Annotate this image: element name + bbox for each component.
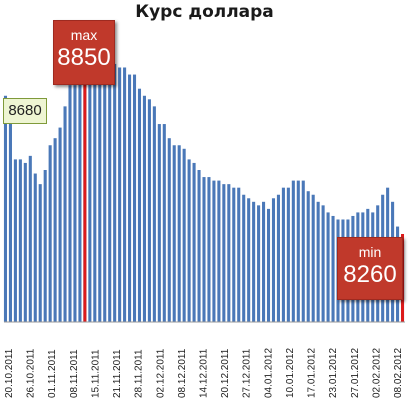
- bar: [207, 177, 211, 322]
- chart-title: Курс доллара: [135, 2, 274, 22]
- bar: [167, 138, 171, 322]
- bar: [93, 49, 97, 323]
- bar: [38, 184, 42, 322]
- bar: [53, 138, 57, 322]
- x-tick-label: 08.12.2011: [177, 348, 188, 398]
- bar: [271, 198, 276, 322]
- bar: [182, 148, 186, 322]
- x-tick-label: 26.10.2011: [26, 348, 37, 398]
- bar: [142, 95, 146, 323]
- x-tick-label: 01.11.2011: [47, 349, 58, 398]
- bar: [43, 170, 47, 322]
- x-tick-label: 10.01.2012: [285, 348, 296, 398]
- bar: [311, 194, 315, 322]
- bar: [68, 85, 72, 322]
- bar: [306, 191, 310, 322]
- bar: [132, 74, 137, 322]
- bar: [108, 56, 112, 322]
- bar: [262, 201, 266, 322]
- bar: [321, 205, 325, 322]
- bar: [222, 184, 226, 322]
- bar: [172, 145, 176, 322]
- bar: [242, 194, 246, 322]
- x-tick-label: 20.10.2011: [4, 348, 15, 398]
- x-tick-label: 20.12.2011: [220, 348, 231, 398]
- min-callout-value: 8260: [343, 261, 397, 288]
- x-tick-label: 27.01.2012: [350, 348, 361, 398]
- first-value-callout: 8680: [3, 98, 47, 124]
- bar: [291, 180, 295, 322]
- bar: [257, 205, 261, 322]
- bar: [18, 159, 22, 322]
- x-tick-labels: 20.10.2011 26.10.2011 01.11.2011 08.11.2011…: [4, 348, 404, 398]
- bar: [212, 180, 216, 322]
- bar: [286, 187, 290, 322]
- x-tick-label: 08.02.2012: [393, 348, 404, 398]
- bar: [118, 67, 122, 323]
- bar: [23, 162, 27, 322]
- bar: [13, 159, 17, 322]
- bar: [58, 127, 62, 322]
- x-tick-label: 02.12.2011: [155, 348, 166, 398]
- x-tick-label: 27.12.2011: [242, 348, 253, 398]
- bar: [98, 49, 102, 323]
- bar: [3, 95, 8, 323]
- x-tick-label: 28.11.2011: [134, 349, 145, 398]
- bar: [232, 187, 236, 322]
- bar: [281, 187, 285, 322]
- bar: [8, 99, 12, 322]
- bar: [301, 180, 305, 322]
- bar: [266, 208, 271, 322]
- bar: [202, 177, 206, 322]
- bar: [187, 159, 191, 322]
- bar: [227, 184, 231, 322]
- bar: [237, 187, 241, 322]
- max-callout-value: 8850: [57, 44, 111, 71]
- x-tick-label: 14.12.2011: [199, 348, 210, 398]
- bar: [157, 124, 161, 322]
- bar: [128, 74, 132, 322]
- x-tick-label: 21.11.2011: [112, 349, 123, 398]
- bar: [276, 194, 280, 322]
- bar: [88, 46, 92, 322]
- bar: [113, 63, 117, 322]
- bar: [296, 180, 300, 322]
- bar: [316, 201, 320, 322]
- bar: [162, 124, 166, 322]
- bar: [217, 180, 221, 322]
- x-tick-label: 23.01.2012: [328, 348, 339, 398]
- bar: [73, 85, 77, 322]
- bar: [192, 162, 196, 322]
- bar: [103, 49, 107, 323]
- bar: [137, 88, 142, 322]
- bar: [48, 145, 52, 322]
- bar: [152, 106, 156, 323]
- bar: [252, 201, 256, 322]
- bar: [326, 212, 330, 322]
- bar: [331, 215, 335, 322]
- bar: [147, 99, 151, 322]
- x-tick-label: 17.01.2012: [307, 348, 318, 398]
- min-callout: min 8260: [337, 237, 403, 300]
- max-callout: max 8850: [53, 20, 115, 85]
- bar: [247, 198, 251, 322]
- bar: [177, 145, 181, 322]
- bar: [78, 53, 82, 322]
- x-tick-label: 08.11.2011: [69, 349, 80, 398]
- bar: [197, 170, 201, 322]
- min-callout-label: min: [358, 244, 382, 260]
- x-tick-label: 15.11.2011: [90, 349, 101, 398]
- bar: [33, 173, 37, 322]
- x-tick-label: 02.02.2012: [371, 348, 382, 398]
- max-callout-label: max: [70, 27, 98, 43]
- bar: [63, 106, 67, 323]
- x-tick-label: 04.01.2012: [263, 348, 274, 398]
- bar: [28, 155, 32, 322]
- bar: [123, 67, 127, 323]
